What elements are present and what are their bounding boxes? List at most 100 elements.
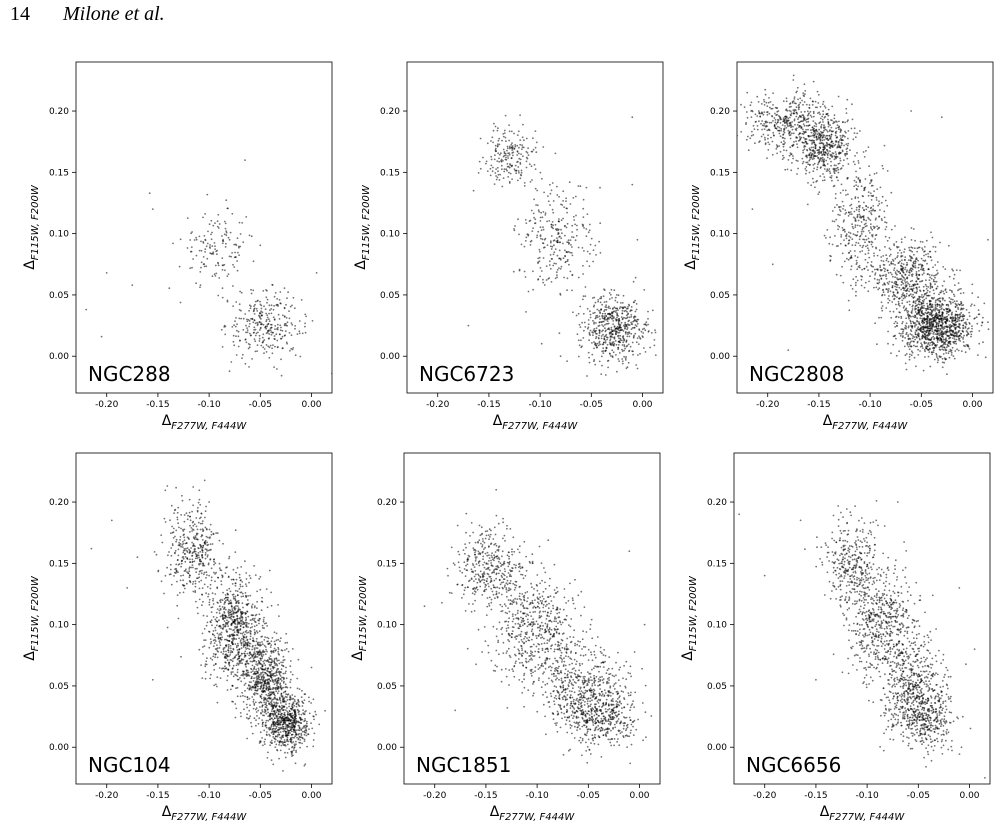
data-point [939,324,942,327]
data-point [805,103,808,106]
data-point [932,333,935,335]
data-point [594,331,597,334]
data-point [914,331,917,334]
data-point [647,330,650,332]
data-point [206,574,208,576]
data-point [970,333,973,336]
data-point [799,115,801,117]
data-point [544,214,547,216]
data-point [242,241,245,244]
data-point [808,171,811,174]
data-point [941,299,944,301]
data-point [509,172,512,175]
data-point [808,139,811,142]
data-point [854,196,857,198]
data-point [911,337,914,340]
data-point [825,170,828,173]
data-point [223,620,226,622]
data-point [938,332,940,335]
data-point [214,264,217,267]
data-point [208,246,211,248]
data-point [196,528,199,531]
data-point [811,126,814,129]
data-point [929,306,932,308]
data-point [816,155,819,157]
data-point [222,240,225,243]
data-point [614,333,617,336]
data-point [928,294,931,297]
data-point [597,300,599,303]
data-point [909,333,912,335]
data-point [576,228,578,231]
data-point [605,346,608,349]
data-point [616,307,618,310]
data-point [939,306,941,308]
data-point [588,265,591,267]
data-point [925,285,928,288]
data-point [611,355,614,357]
data-point [920,321,923,324]
data-point [842,139,844,142]
data-point [936,344,938,346]
data-point [925,288,928,290]
data-point [239,290,242,293]
data-point [836,124,839,126]
data-point [846,157,849,160]
data-point [802,136,805,139]
data-point [954,314,957,317]
data-point [222,670,225,673]
data-point [160,580,163,583]
data-point [810,116,813,118]
data-point [807,113,810,116]
data-point [900,295,903,298]
data-point [916,290,918,292]
data-point [952,269,954,272]
data-point [635,325,638,328]
data-point [820,166,822,169]
data-point [919,338,921,341]
data-point [887,260,890,263]
data-point [238,317,241,320]
data-point [930,277,933,280]
data-point [820,134,822,137]
data-point [209,244,212,246]
data-point [861,207,864,209]
data-point [203,479,206,482]
data-point [904,327,906,329]
data-point [160,534,163,536]
data-point [874,218,877,221]
data-point [517,170,520,172]
data-point [816,133,819,136]
data-point [188,574,191,577]
data-point [188,498,191,501]
data-point [854,224,857,227]
data-point [535,141,538,144]
data-point [563,276,565,279]
data-point [541,238,544,241]
data-point [959,327,961,329]
data-point [598,240,600,243]
data-point [492,166,494,169]
data-point [270,323,273,326]
data-point [805,124,808,127]
data-point [568,181,571,184]
data-point [901,279,904,281]
data-point [953,300,956,303]
x-tick-label: -0.05 [249,400,272,410]
data-point [871,235,874,238]
data-point [916,340,919,343]
data-point [194,590,197,592]
data-point [792,125,794,128]
data-point [571,254,574,257]
data-point [870,184,873,187]
data-point [179,542,182,545]
data-point [188,511,191,514]
data-point [645,321,648,324]
data-point [933,358,936,361]
data-point [856,268,859,271]
data-point [598,360,601,363]
data-point [654,331,657,334]
data-point [858,208,860,211]
data-point [850,255,853,257]
data-point [593,296,596,299]
